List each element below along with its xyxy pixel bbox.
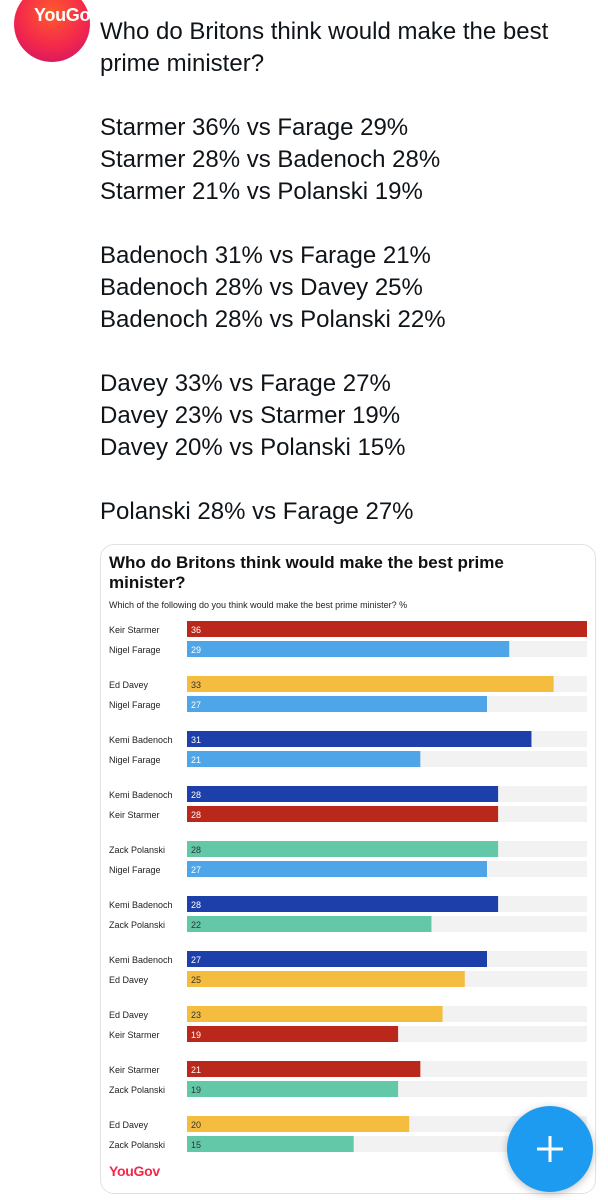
tweet-line: Davey 33% vs Farage 27% xyxy=(100,370,391,397)
bar-value: 15 xyxy=(191,1140,201,1150)
bar xyxy=(187,806,499,822)
bar-label: Nigel Farage xyxy=(109,865,161,875)
bar-value: 27 xyxy=(191,865,201,875)
bar-value: 33 xyxy=(191,680,201,690)
bar xyxy=(187,1061,421,1077)
bar-value: 27 xyxy=(191,955,201,965)
bar-label: Kemi Badenoch xyxy=(109,955,173,965)
bar-label: Kemi Badenoch xyxy=(109,735,173,745)
account-avatar[interactable]: YouGov xyxy=(14,0,100,62)
bar-label: Zack Polanski xyxy=(109,1140,165,1150)
bar-value: 19 xyxy=(191,1030,201,1040)
compose-button[interactable] xyxy=(507,1106,593,1192)
bar-label: Ed Davey xyxy=(109,1120,149,1130)
plus-icon xyxy=(537,1136,563,1162)
avatar-label: YouGov xyxy=(34,5,100,25)
bar-label: Kemi Badenoch xyxy=(109,900,173,910)
bar xyxy=(187,861,487,877)
bar-value: 20 xyxy=(191,1120,201,1130)
bar-value: 31 xyxy=(191,735,201,745)
tweet-heading: Who do Britons think would make the best… xyxy=(100,18,549,77)
bar-value: 21 xyxy=(191,755,201,765)
bar-value: 28 xyxy=(191,790,201,800)
tweet-line: Badenoch 28% vs Davey 25% xyxy=(100,274,423,301)
bar xyxy=(187,621,587,637)
bar xyxy=(187,1136,354,1152)
bar-value: 29 xyxy=(191,645,201,655)
bar-chart: Keir Starmer 36 Nigel Farage 29 Ed Davey 33 Ni… xyxy=(109,621,587,1152)
tweet-text: Who do Britons think would make the best… xyxy=(100,16,600,528)
bar-label: Nigel Farage xyxy=(109,755,161,765)
bar-value: 28 xyxy=(191,900,201,910)
bar-label: Zack Polanski xyxy=(109,1085,165,1095)
bar xyxy=(187,971,465,987)
bar xyxy=(187,641,510,657)
yougov-logo: YouGov xyxy=(109,1163,160,1179)
bar-label: Ed Davey xyxy=(109,1010,149,1020)
tweet-line: Starmer 36% vs Farage 29% xyxy=(100,114,409,141)
bar xyxy=(187,1026,399,1042)
bar-label: Keir Starmer xyxy=(109,1065,160,1075)
tweet-line: Badenoch 28% vs Polanski 22% xyxy=(100,306,446,333)
bar-label: Nigel Farage xyxy=(109,700,161,710)
bar-value: 27 xyxy=(191,700,201,710)
bar-value: 19 xyxy=(191,1085,201,1095)
bar-value: 28 xyxy=(191,845,201,855)
bar-value: 28 xyxy=(191,810,201,820)
bar xyxy=(187,916,432,932)
bar xyxy=(187,841,499,857)
bar xyxy=(187,1081,399,1097)
chart-subtitle: Which of the following do you think woul… xyxy=(109,600,408,610)
bar-label: Ed Davey xyxy=(109,680,149,690)
bar xyxy=(187,786,499,802)
tweet-line: Starmer 28% vs Badenoch 28% xyxy=(100,146,441,173)
bar-value: 21 xyxy=(191,1065,201,1075)
bar-label: Zack Polanski xyxy=(109,845,165,855)
bar xyxy=(187,1006,443,1022)
tweet-line: Davey 20% vs Polanski 15% xyxy=(100,434,406,461)
chart-title: Who do Britons think would make the best… xyxy=(109,553,504,592)
bar-label: Ed Davey xyxy=(109,975,149,985)
bar-value: 36 xyxy=(191,625,201,635)
bar xyxy=(187,751,421,767)
bar xyxy=(187,951,487,967)
bar xyxy=(187,696,487,712)
tweet-line: Polanski 28% vs Farage 27% xyxy=(100,498,414,525)
bar-label: Keir Starmer xyxy=(109,625,160,635)
bar-label: Keir Starmer xyxy=(109,810,160,820)
tweet-line: Badenoch 31% vs Farage 21% xyxy=(100,242,431,269)
bar-label: Keir Starmer xyxy=(109,1030,160,1040)
bar-value: 22 xyxy=(191,920,201,930)
bar-label: Nigel Farage xyxy=(109,645,161,655)
bar-label: Zack Polanski xyxy=(109,920,165,930)
bar xyxy=(187,731,532,747)
bar xyxy=(187,1116,410,1132)
tweet-line: Starmer 21% vs Polanski 19% xyxy=(100,178,423,205)
bar-value: 25 xyxy=(191,975,201,985)
bar-value: 23 xyxy=(191,1010,201,1020)
bar xyxy=(187,676,554,692)
tweet-line: Davey 23% vs Starmer 19% xyxy=(100,402,401,429)
bar xyxy=(187,896,499,912)
chart-image[interactable]: Who do Britons think would make the best… xyxy=(100,544,596,1194)
bar-label: Kemi Badenoch xyxy=(109,790,173,800)
